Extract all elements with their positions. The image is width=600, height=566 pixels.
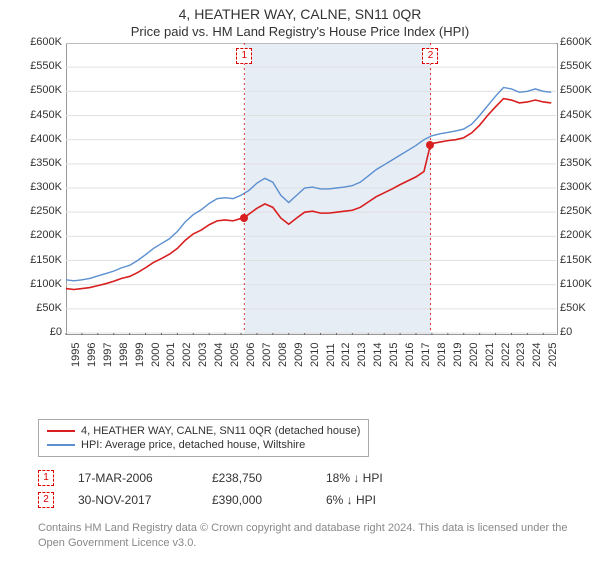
x-label: 1998 bbox=[118, 343, 130, 367]
x-label: 2025 bbox=[547, 343, 559, 367]
x-label: 2003 bbox=[197, 343, 209, 367]
x-label: 1996 bbox=[86, 343, 98, 367]
y-label-left: £500K bbox=[30, 84, 62, 96]
x-label: 2010 bbox=[309, 343, 321, 367]
x-label: 2016 bbox=[404, 343, 416, 367]
y-label-right: £250K bbox=[560, 205, 592, 217]
x-label: 2013 bbox=[356, 343, 368, 367]
y-label-right: £450K bbox=[560, 109, 592, 121]
y-label-left: £50K bbox=[36, 302, 62, 314]
y-label-right: £150K bbox=[560, 254, 592, 266]
legend-swatch bbox=[47, 444, 75, 446]
x-label: 2009 bbox=[293, 343, 305, 367]
legend-label: HPI: Average price, detached house, Wilt… bbox=[81, 439, 305, 451]
sales-row-price: £390,000 bbox=[212, 493, 302, 507]
sales-row-delta: 18% ↓ HPI bbox=[326, 471, 383, 485]
price-chart: £0£0£50K£50K£100K£100K£150K£150K£200K£20… bbox=[20, 43, 580, 373]
x-label: 2002 bbox=[181, 343, 193, 367]
sales-row: 2 30-NOV-2017 £390,000 6% ↓ HPI bbox=[38, 489, 580, 511]
y-label-left: £300K bbox=[30, 181, 62, 193]
x-label: 2000 bbox=[150, 343, 162, 367]
legend-row: 4, HEATHER WAY, CALNE, SN11 0QR (detache… bbox=[47, 424, 360, 438]
sales-row-price: £238,750 bbox=[212, 471, 302, 485]
sale-marker-2: 2 bbox=[422, 48, 438, 64]
y-label-left: £400K bbox=[30, 133, 62, 145]
sales-row-delta: 6% ↓ HPI bbox=[326, 493, 376, 507]
sales-row-date: 30-NOV-2017 bbox=[78, 493, 188, 507]
sales-table: 1 17-MAR-2006 £238,750 18% ↓ HPI 2 30-NOV-201… bbox=[38, 467, 580, 511]
chart-svg bbox=[20, 43, 558, 335]
y-label-right: £50K bbox=[560, 302, 586, 314]
sales-row: 1 17-MAR-2006 £238,750 18% ↓ HPI bbox=[38, 467, 580, 489]
x-label: 1995 bbox=[70, 343, 82, 367]
y-label-right: £550K bbox=[560, 60, 592, 72]
x-label: 2005 bbox=[229, 343, 241, 367]
x-label: 2024 bbox=[531, 343, 543, 367]
page-title: 4, HEATHER WAY, CALNE, SN11 0QR bbox=[0, 6, 600, 22]
y-label-left: £350K bbox=[30, 157, 62, 169]
x-label: 2007 bbox=[261, 343, 273, 367]
x-label: 2022 bbox=[500, 343, 512, 367]
x-label: 2014 bbox=[372, 343, 384, 367]
sale-dot-1 bbox=[240, 214, 248, 222]
legend-label: 4, HEATHER WAY, CALNE, SN11 0QR (detache… bbox=[81, 425, 360, 437]
legend-swatch bbox=[47, 430, 75, 432]
y-label-right: £400K bbox=[560, 133, 592, 145]
x-label: 2019 bbox=[452, 343, 464, 367]
sales-row-marker: 2 bbox=[38, 492, 54, 508]
x-label: 2012 bbox=[340, 343, 352, 367]
x-label: 2011 bbox=[325, 343, 337, 367]
y-label-right: £350K bbox=[560, 157, 592, 169]
legend-row: HPI: Average price, detached house, Wilt… bbox=[47, 438, 360, 452]
legend-and-sales: 4, HEATHER WAY, CALNE, SN11 0QR (detache… bbox=[38, 419, 580, 511]
x-label: 2001 bbox=[165, 343, 177, 367]
page-subtitle: Price paid vs. HM Land Registry's House … bbox=[0, 24, 600, 39]
x-label: 2017 bbox=[420, 343, 432, 367]
x-label: 2023 bbox=[515, 343, 527, 367]
sale-marker-1: 1 bbox=[236, 48, 252, 64]
footnote: Contains HM Land Registry data © Crown c… bbox=[38, 521, 580, 551]
legend-box: 4, HEATHER WAY, CALNE, SN11 0QR (detache… bbox=[38, 419, 369, 457]
sales-row-marker: 1 bbox=[38, 470, 54, 486]
y-label-left: £150K bbox=[30, 254, 62, 266]
series-hpi bbox=[66, 87, 551, 280]
y-label-left: £0 bbox=[50, 326, 62, 338]
y-label-left: £100K bbox=[30, 278, 62, 290]
x-label: 2021 bbox=[484, 343, 496, 367]
x-label: 1997 bbox=[102, 343, 114, 367]
y-label-right: £0 bbox=[560, 326, 572, 338]
y-label-left: £200K bbox=[30, 229, 62, 241]
sales-row-date: 17-MAR-2006 bbox=[78, 471, 188, 485]
x-label: 2008 bbox=[277, 343, 289, 367]
y-label-left: £550K bbox=[30, 60, 62, 72]
y-label-left: £250K bbox=[30, 205, 62, 217]
y-label-right: £500K bbox=[560, 84, 592, 96]
y-label-right: £300K bbox=[560, 181, 592, 193]
x-label: 1999 bbox=[134, 343, 146, 367]
y-label-right: £200K bbox=[560, 229, 592, 241]
y-label-right: £100K bbox=[560, 278, 592, 290]
y-label-left: £600K bbox=[30, 36, 62, 48]
x-label: 2015 bbox=[388, 343, 400, 367]
x-label: 2018 bbox=[436, 343, 448, 367]
y-label-left: £450K bbox=[30, 109, 62, 121]
x-label: 2020 bbox=[468, 343, 480, 367]
y-label-right: £600K bbox=[560, 36, 592, 48]
x-label: 2006 bbox=[245, 343, 257, 367]
x-label: 2004 bbox=[213, 343, 225, 367]
